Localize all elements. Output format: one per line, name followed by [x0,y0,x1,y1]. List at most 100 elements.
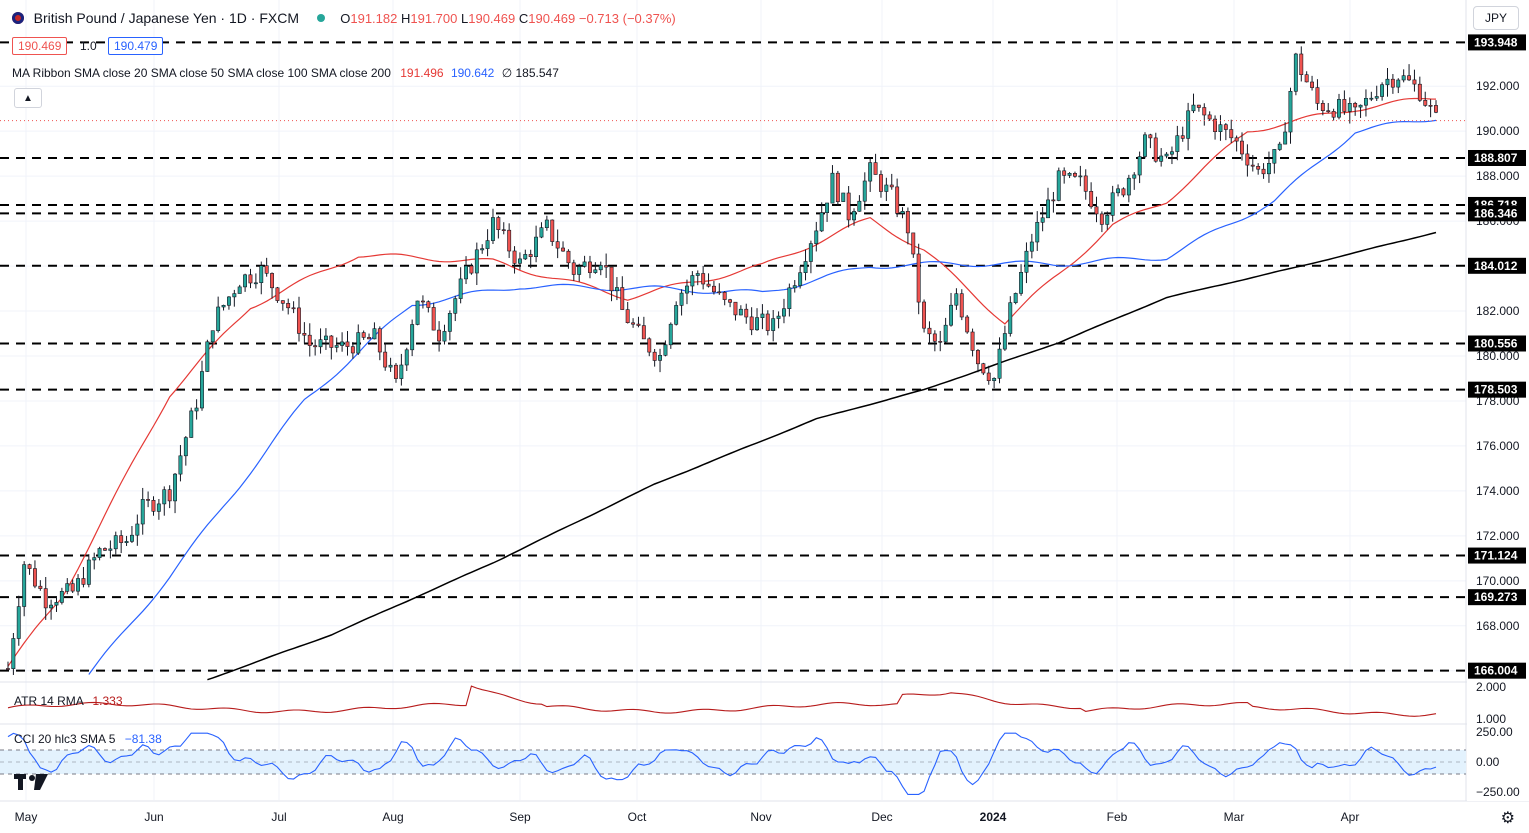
cci-tick-label: −250.00 [1476,785,1520,799]
candle-up [458,267,463,304]
candle-body [728,299,733,303]
collapse-legend-button[interactable]: ▲ [14,88,42,108]
candle-up [485,229,490,257]
candle-down [1423,91,1428,107]
candle-body [232,293,237,298]
candle-body [65,583,70,592]
candle-down [1256,163,1261,175]
ma-ribbon-legend[interactable]: MA Ribbon SMA close 20 SMA close 50 SMA … [12,66,559,80]
candle-up [232,289,237,307]
gear-icon[interactable]: ⚙ [1500,810,1515,827]
candle-body [587,261,592,273]
price-tick-label: 170.000 [1476,574,1520,588]
candle-body [792,285,797,289]
candle-body [464,265,468,280]
candle-up [792,280,797,293]
candle-body [539,227,544,238]
atr-legend[interactable]: ATR 14 RMA 1.333 [14,694,123,708]
candle-up [1105,211,1110,230]
candle-up [582,255,587,268]
candle-down [1099,211,1104,233]
candle-down [636,316,641,328]
tradingview-logo-icon[interactable] [14,772,48,798]
candle-down [1310,75,1315,91]
currency-button[interactable]: JPY [1473,6,1519,30]
candle-down [965,314,970,334]
candle-down [264,257,269,277]
candle-up [1401,69,1406,83]
candle-body [1078,175,1083,178]
candle-down [426,300,431,313]
candlesticks[interactable] [6,46,1438,675]
atr-tick-label: 2.000 [1476,680,1506,694]
cci-legend[interactable]: CCI 20 hlc3 SMA 5 −81.38 [14,732,162,746]
candle-body [1401,75,1406,81]
candle-body [1223,124,1228,130]
candle-body [54,602,59,606]
candle-down [1240,132,1244,161]
candle-body [1407,75,1412,81]
price-axis[interactable]: 192.000190.000188.000186.000184.000182.0… [1467,0,1529,801]
candle-body [399,364,404,379]
candle-down [302,322,307,344]
candle-body [97,548,102,558]
candle-up [65,578,70,595]
low-label: L [461,11,469,26]
candle-body [1035,222,1040,243]
candle-body [765,313,770,331]
candle-down [711,281,716,295]
candle-down [1094,196,1099,223]
candle-body [103,548,107,551]
symbol-title[interactable]: British Pound / Japanese Yen · 1D · FXCM [33,10,299,26]
candle-up [253,273,258,289]
candle-up [162,486,167,516]
candle-down [507,223,512,258]
candle-up [221,304,226,311]
candle-body [1067,173,1072,176]
candle-body [523,254,528,260]
candle-body [1315,87,1320,104]
cci-label: CCI 20 hlc3 SMA 5 [14,732,116,746]
candle-down [512,246,517,274]
time-tick-label: Nov [750,810,771,824]
candle-down [286,298,291,315]
candle-up [776,311,781,329]
candle-body [1272,149,1277,164]
candle-body [814,230,819,244]
ask-price[interactable]: 190.479 [108,37,164,55]
price-tick-label: 180.000 [1476,349,1520,363]
time-tick-label: Sep [509,810,531,824]
candle-down [981,362,986,376]
candle-up [1283,122,1288,145]
time-tick-label: Jul [271,810,286,824]
candle-body [280,300,285,304]
candle-body [614,287,619,292]
candle-down [905,207,910,245]
candle-down [307,323,312,357]
candle-up [760,304,765,330]
candle-body [1191,104,1196,112]
level-tag-label: 171.124 [1474,549,1518,563]
atr-line [7,685,1437,717]
candle-body [393,364,398,379]
candle-body [307,334,312,346]
candle-body [1132,174,1137,179]
candle-body [620,287,625,310]
bid-price[interactable]: 190.469 [12,37,68,55]
spread-value: 1.0 [80,39,97,53]
candle-up [1078,165,1083,187]
moving-averages [7,97,1437,681]
candle-up [1396,78,1401,94]
candle-body [992,377,997,381]
close-value: 190.469 [528,11,576,26]
candle-down [6,661,10,671]
time-axis[interactable]: May Jun Jul Aug Sep Oct Nov Dec 2024 Feb Mar Apr [15,810,1360,824]
candle-down [431,302,436,331]
candle-down [1062,167,1067,184]
candle-down [32,560,37,589]
candle-up [356,324,361,355]
candle-body [889,184,894,188]
candle-up [108,540,113,559]
candle-body [1073,173,1077,177]
